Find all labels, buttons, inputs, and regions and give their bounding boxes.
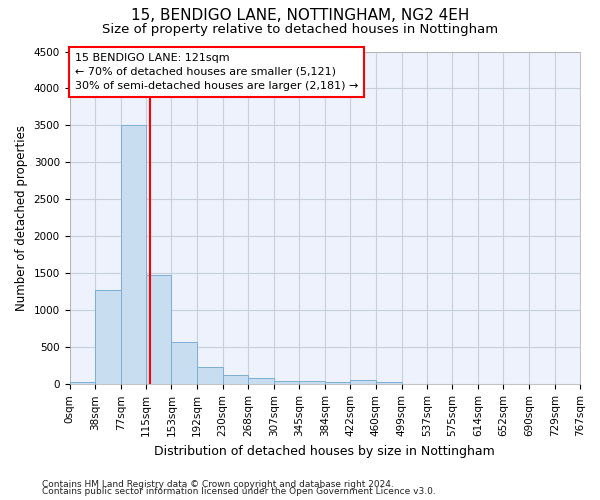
Text: 15 BENDIGO LANE: 121sqm
← 70% of detached houses are smaller (5,121)
30% of semi: 15 BENDIGO LANE: 121sqm ← 70% of detache… — [75, 53, 358, 91]
Bar — [172, 342, 197, 384]
Text: Size of property relative to detached houses in Nottingham: Size of property relative to detached ho… — [102, 22, 498, 36]
Bar — [146, 275, 172, 384]
Bar — [274, 380, 299, 384]
Text: 15, BENDIGO LANE, NOTTINGHAM, NG2 4EH: 15, BENDIGO LANE, NOTTINGHAM, NG2 4EH — [131, 8, 469, 22]
Bar — [325, 382, 350, 384]
Bar — [248, 378, 274, 384]
Bar — [223, 376, 248, 384]
Bar — [121, 126, 146, 384]
Bar — [70, 382, 95, 384]
Bar — [95, 290, 121, 384]
Bar — [350, 380, 376, 384]
Bar — [197, 366, 223, 384]
X-axis label: Distribution of detached houses by size in Nottingham: Distribution of detached houses by size … — [154, 444, 495, 458]
Text: Contains HM Land Registry data © Crown copyright and database right 2024.: Contains HM Land Registry data © Crown c… — [42, 480, 394, 489]
Text: Contains public sector information licensed under the Open Government Licence v3: Contains public sector information licen… — [42, 488, 436, 496]
Y-axis label: Number of detached properties: Number of detached properties — [15, 125, 28, 311]
Bar — [299, 382, 325, 384]
Bar — [376, 382, 401, 384]
